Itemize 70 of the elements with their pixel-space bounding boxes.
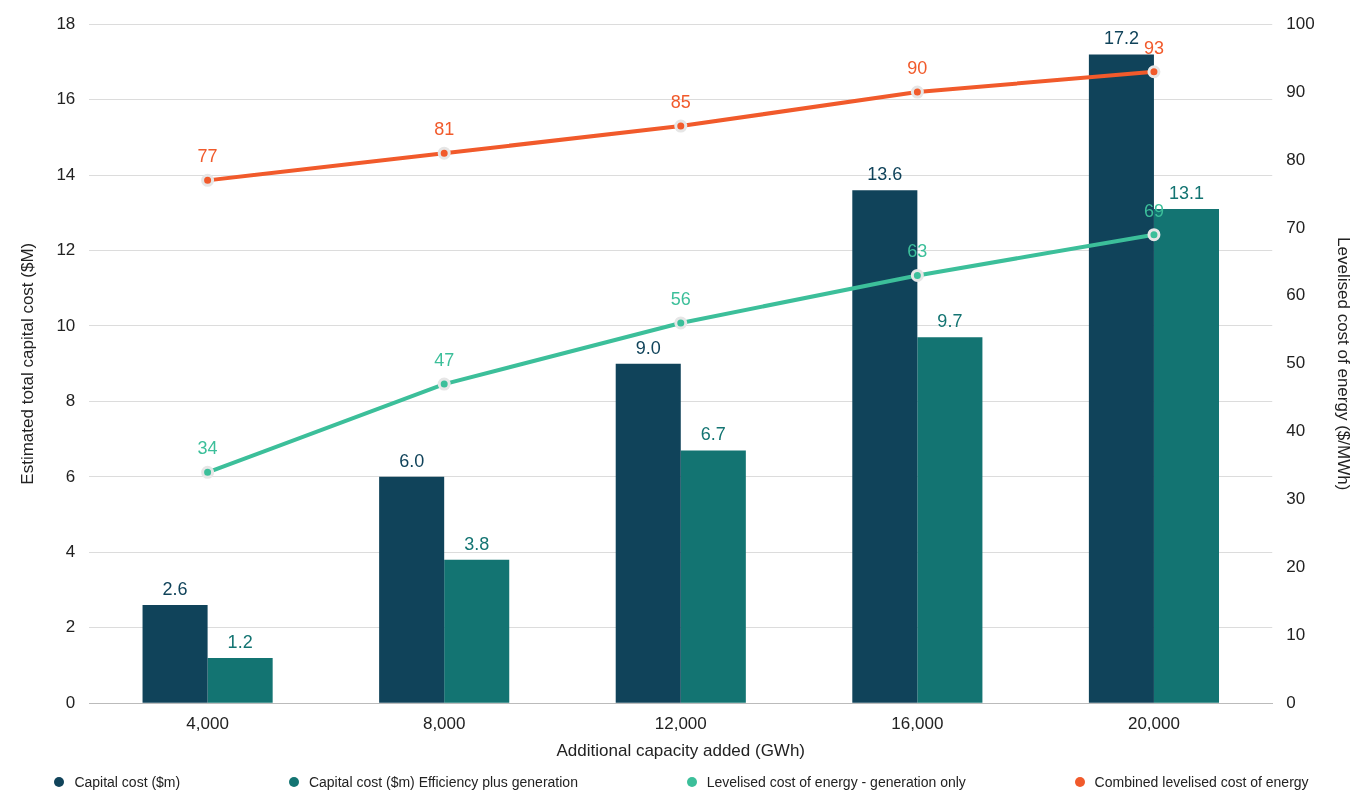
y2-tick-label: 30 [1286,489,1306,509]
legend-label: Levelised cost of energy - generation only [706,774,966,790]
bar [207,657,273,703]
data-label: 90 [907,58,928,79]
data-label: 17.2 [1103,28,1139,49]
y-tick-label: 6 [65,466,76,486]
point [1147,228,1161,242]
legend-label: Capital cost ($m) Efficiency plus generation [308,774,578,790]
data-label: 56 [670,288,691,309]
bar [444,559,510,703]
data-label: 34 [197,438,218,459]
y-tick-label: 4 [65,542,76,561]
x-tick-label: 20,000 [1127,714,1180,734]
bar [615,363,681,703]
data-label: 6.7 [700,424,726,445]
y-tick-label: 2 [65,617,76,637]
bar [379,476,445,703]
legend-label: Combined levelised cost of energy [1094,774,1309,790]
data-label: 77 [197,146,218,167]
y-tick-label: 0 [65,692,76,712]
point [910,268,924,282]
data-label: 9.0 [635,337,661,358]
y2-tick-label: 10 [1286,624,1306,644]
data-label: 47 [434,350,455,371]
data-label: 81 [434,119,455,140]
x-tick-label: 16,000 [891,714,944,734]
point [437,146,451,160]
data-label: 69 [1143,200,1164,221]
point [201,465,215,479]
data-label: 13.6 [867,164,903,185]
y-tick-label: 16 [56,89,76,109]
bar [917,337,983,703]
y2-axis-title: Levelised cost of energy ($/MWh) [1334,237,1354,491]
data-label: 63 [907,241,928,262]
point [201,173,215,187]
data-label: 6.0 [399,450,425,471]
data-label: 3.8 [464,533,490,554]
y2-tick-label: 90 [1286,81,1306,101]
y-tick-label: 12 [56,240,76,260]
point [1147,65,1161,79]
data-label: 9.7 [937,311,963,332]
x-tick-label: 4,000 [186,714,229,734]
y2-tick-label: 0 [1286,692,1296,712]
data-label: 1.2 [227,631,253,652]
data-label: 2.6 [162,579,188,600]
y2-tick-label: 60 [1286,285,1306,305]
y-tick-label: 10 [56,315,76,335]
y-tick-label: 8 [65,391,76,411]
x-axis-title: Additional capacity added (GWh) [556,741,806,761]
point [674,316,688,330]
y2-tick-label: 100 [1286,13,1315,33]
y-tick-label: 18 [56,13,76,33]
y-tick-label: 14 [56,164,76,184]
data-label: 13.1 [1168,183,1204,204]
x-tick-label: 8,000 [422,714,466,734]
y-axis-title: Estimated total capital cost ($M) [17,242,37,485]
y2-tick-label: 20 [1286,557,1306,577]
point [910,85,924,99]
legend-label: Capital cost ($m) [74,774,181,790]
bar [142,605,208,703]
y2-tick-label: 70 [1286,217,1306,237]
data-label: 93 [1143,37,1164,58]
point [437,377,451,391]
bar [680,450,746,703]
x-tick-label: 12,000 [654,714,707,734]
y2-tick-label: 40 [1286,421,1306,441]
data-label: 85 [670,92,691,113]
point [674,119,688,133]
y2-tick-label: 50 [1286,353,1306,373]
y2-tick-label: 80 [1286,149,1306,169]
